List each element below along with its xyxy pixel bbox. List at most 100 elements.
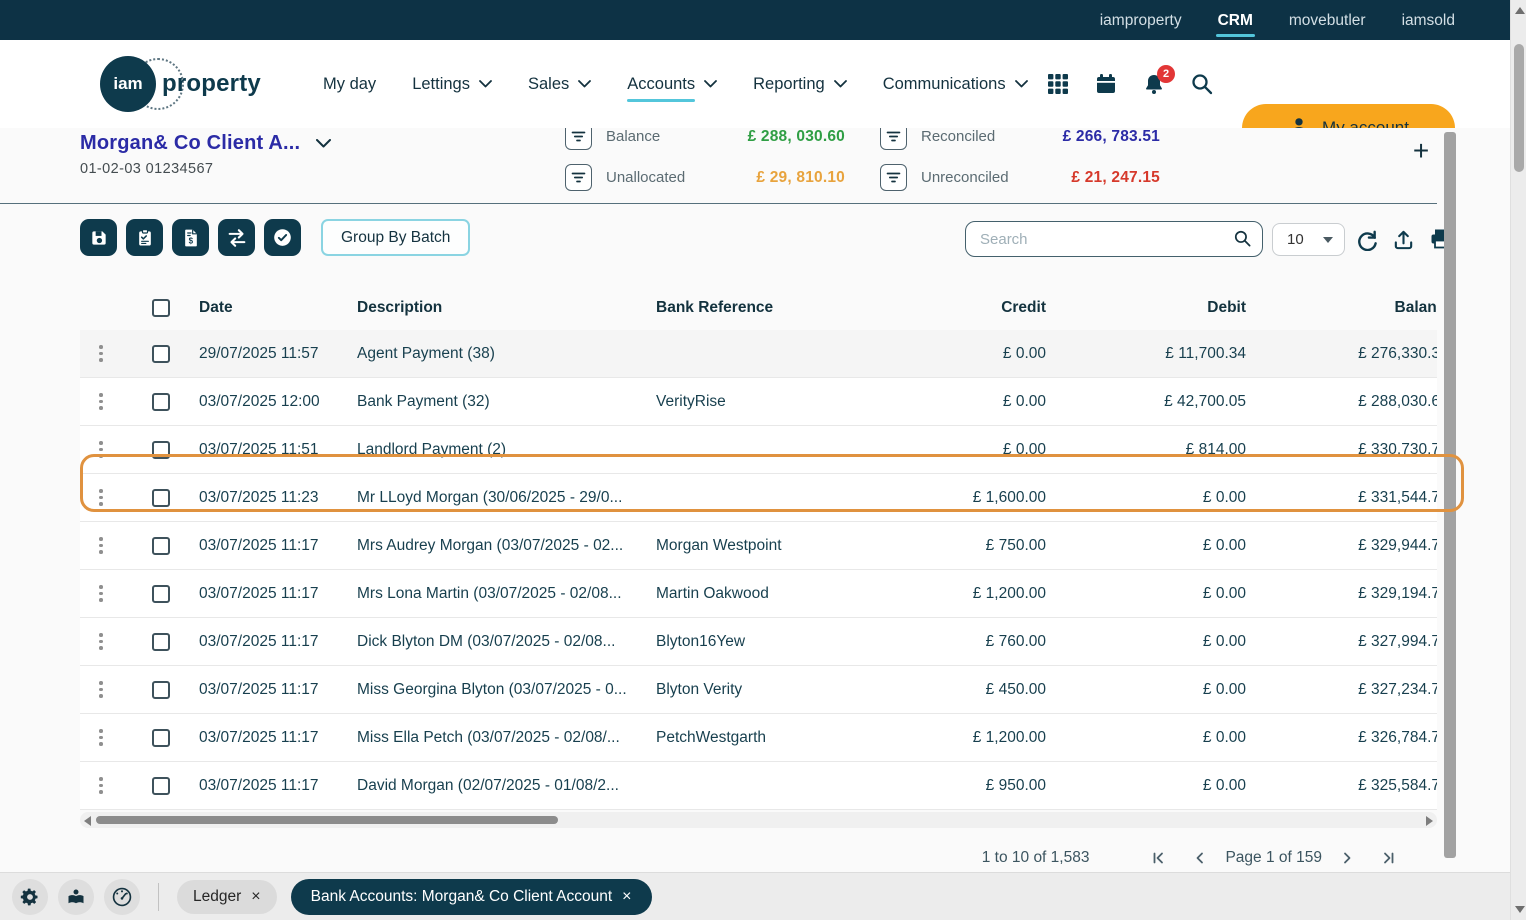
cell-debit: £ 0.00 xyxy=(1202,776,1246,794)
filter-icon[interactable] xyxy=(880,164,907,191)
row-checkbox[interactable] xyxy=(151,584,170,603)
clipboard-check-icon[interactable] xyxy=(126,219,163,256)
filter-icon[interactable] xyxy=(565,164,592,191)
table-row[interactable]: 03/07/2025 11:17 Dick Blyton DM (03/07/2… xyxy=(80,618,1437,666)
check-circle-icon[interactable] xyxy=(264,219,301,256)
table-row[interactable]: 29/07/2025 11:57 Agent Payment (38) £ 0.… xyxy=(80,330,1437,378)
page-size-value: 10 xyxy=(1287,231,1304,248)
table-header-row: Date Description Bank Reference Credit D… xyxy=(80,285,1437,330)
row-checkbox[interactable] xyxy=(151,536,170,555)
search-icon[interactable] xyxy=(1233,229,1252,253)
nav-item[interactable]: Accounts xyxy=(627,75,718,102)
table-vertical-scrollbar-thumb[interactable] xyxy=(1444,132,1456,858)
table-row[interactable]: 03/07/2025 11:17 Mrs Audrey Morgan (03/0… xyxy=(80,522,1437,570)
gauge-icon[interactable] xyxy=(104,878,140,915)
product-link[interactable]: movebutler xyxy=(1288,12,1366,29)
invoice-icon[interactable]: $ xyxy=(172,219,209,256)
product-link[interactable]: CRM xyxy=(1215,12,1256,37)
scroll-down-icon[interactable] xyxy=(1514,906,1525,913)
table-row[interactable]: 03/07/2025 11:17 Miss Ella Petch (03/07/… xyxy=(80,714,1437,762)
close-icon[interactable]: × xyxy=(251,887,261,905)
row-menu-icon[interactable] xyxy=(95,437,107,462)
row-menu-icon[interactable] xyxy=(95,581,107,606)
nav-item[interactable]: Reporting xyxy=(753,75,847,94)
row-checkbox[interactable] xyxy=(151,440,170,459)
table-row[interactable]: 03/07/2025 11:17 Mrs Lona Martin (03/07/… xyxy=(80,570,1437,618)
previous-page-icon[interactable] xyxy=(1189,847,1211,869)
search-input[interactable] xyxy=(965,221,1263,257)
row-menu-icon[interactable] xyxy=(95,677,107,702)
cell-description: Bank Payment (32) xyxy=(357,392,490,410)
cell-debit: £ 0.00 xyxy=(1202,584,1246,602)
nav-item[interactable]: Sales xyxy=(528,75,592,94)
workspace-tab[interactable]: Bank Accounts: Morgan& Co Client Account… xyxy=(290,878,652,915)
row-checkbox[interactable] xyxy=(151,488,170,507)
row-checkbox[interactable] xyxy=(151,392,170,411)
transfer-icon[interactable] xyxy=(218,219,255,256)
filter-icon[interactable] xyxy=(880,128,907,150)
add-button[interactable]: + xyxy=(1404,134,1438,168)
table-row[interactable]: 03/07/2025 11:17 David Morgan (02/07/202… xyxy=(80,762,1437,810)
select-all-checkbox[interactable] xyxy=(151,298,170,317)
apps-grid-icon[interactable] xyxy=(1046,72,1070,96)
row-checkbox[interactable] xyxy=(151,680,170,699)
table-row[interactable]: 03/07/2025 11:23 Mr LLoyd Morgan (30/06/… xyxy=(80,474,1437,522)
table-row[interactable]: 03/07/2025 12:00 Bank Payment (32) Verit… xyxy=(80,378,1437,426)
account-expand-chevron-icon[interactable] xyxy=(316,135,332,153)
nav-item[interactable]: My day xyxy=(323,75,376,94)
column-header-date[interactable]: Date xyxy=(199,298,233,316)
row-menu-icon[interactable] xyxy=(95,341,107,366)
nav-item[interactable]: Lettings xyxy=(412,75,492,94)
row-checkbox[interactable] xyxy=(151,728,170,747)
column-header-description[interactable]: Description xyxy=(357,298,443,316)
iamproperty-logo[interactable]: iam property xyxy=(100,56,330,112)
last-page-icon[interactable] xyxy=(1378,847,1400,869)
row-menu-icon[interactable] xyxy=(95,725,107,750)
column-header-credit[interactable]: Credit xyxy=(1001,298,1046,316)
row-menu-icon[interactable] xyxy=(95,533,107,558)
scroll-up-icon[interactable] xyxy=(1514,7,1525,14)
bell-icon[interactable]: 2 xyxy=(1142,65,1175,96)
page-size-select[interactable]: 10 xyxy=(1272,223,1345,256)
row-menu-icon[interactable] xyxy=(95,389,107,414)
cell-bank-reference: Morgan Westpoint xyxy=(656,536,782,554)
filter-icon[interactable] xyxy=(565,128,592,150)
nav-item[interactable]: Communications xyxy=(883,75,1028,94)
row-menu-icon[interactable] xyxy=(95,629,107,654)
row-menu-icon[interactable] xyxy=(95,485,107,510)
next-page-icon[interactable] xyxy=(1336,847,1358,869)
save-icon[interactable] xyxy=(80,219,117,256)
scroll-right-icon[interactable] xyxy=(1426,816,1433,826)
account-name[interactable]: Morgan& Co Client A... xyxy=(80,132,301,154)
page-scrollbar-thumb[interactable] xyxy=(1514,44,1524,172)
column-header-bank-reference[interactable]: Bank Reference xyxy=(656,298,774,316)
export-icon[interactable] xyxy=(1389,225,1417,253)
product-link[interactable]: iamsold xyxy=(1401,12,1455,29)
close-icon[interactable]: × xyxy=(622,887,632,905)
table-row[interactable]: 03/07/2025 11:17 Miss Georgina Blyton (0… xyxy=(80,666,1437,714)
group-by-batch-button[interactable]: Group By Batch xyxy=(321,219,471,256)
search-icon[interactable] xyxy=(1190,72,1214,96)
refresh-icon[interactable] xyxy=(1352,225,1380,253)
first-page-icon[interactable] xyxy=(1147,847,1169,869)
workspace-tab[interactable]: Ledger × xyxy=(177,879,277,914)
calendar-icon[interactable] xyxy=(1094,72,1118,96)
row-checkbox[interactable] xyxy=(151,344,170,363)
workspace-bar: Ledger × Bank Accounts: Morgan& Co Clien… xyxy=(0,872,1510,920)
row-checkbox[interactable] xyxy=(151,632,170,651)
column-header-balance[interactable]: Balance xyxy=(1394,298,1437,316)
column-header-debit[interactable]: Debit xyxy=(1207,298,1246,316)
page-scrollbar[interactable] xyxy=(1510,0,1526,920)
section-divider xyxy=(0,203,1437,204)
product-switcher-bar: iamproperty CRM movebutler iamsold xyxy=(0,0,1510,40)
horizontal-scrollbar[interactable] xyxy=(80,812,1437,828)
gear-icon[interactable] xyxy=(12,878,48,915)
scroll-left-icon[interactable] xyxy=(84,816,91,826)
row-checkbox[interactable] xyxy=(151,776,170,795)
row-menu-icon[interactable] xyxy=(95,773,107,798)
horizontal-scrollbar-thumb[interactable] xyxy=(96,816,558,824)
nav-item-label: Lettings xyxy=(412,74,470,93)
knowledge-base-icon[interactable] xyxy=(58,878,94,915)
product-link[interactable]: iamproperty xyxy=(1099,12,1182,29)
table-row[interactable]: 03/07/2025 11:51 Landlord Payment (2) £ … xyxy=(80,426,1437,474)
